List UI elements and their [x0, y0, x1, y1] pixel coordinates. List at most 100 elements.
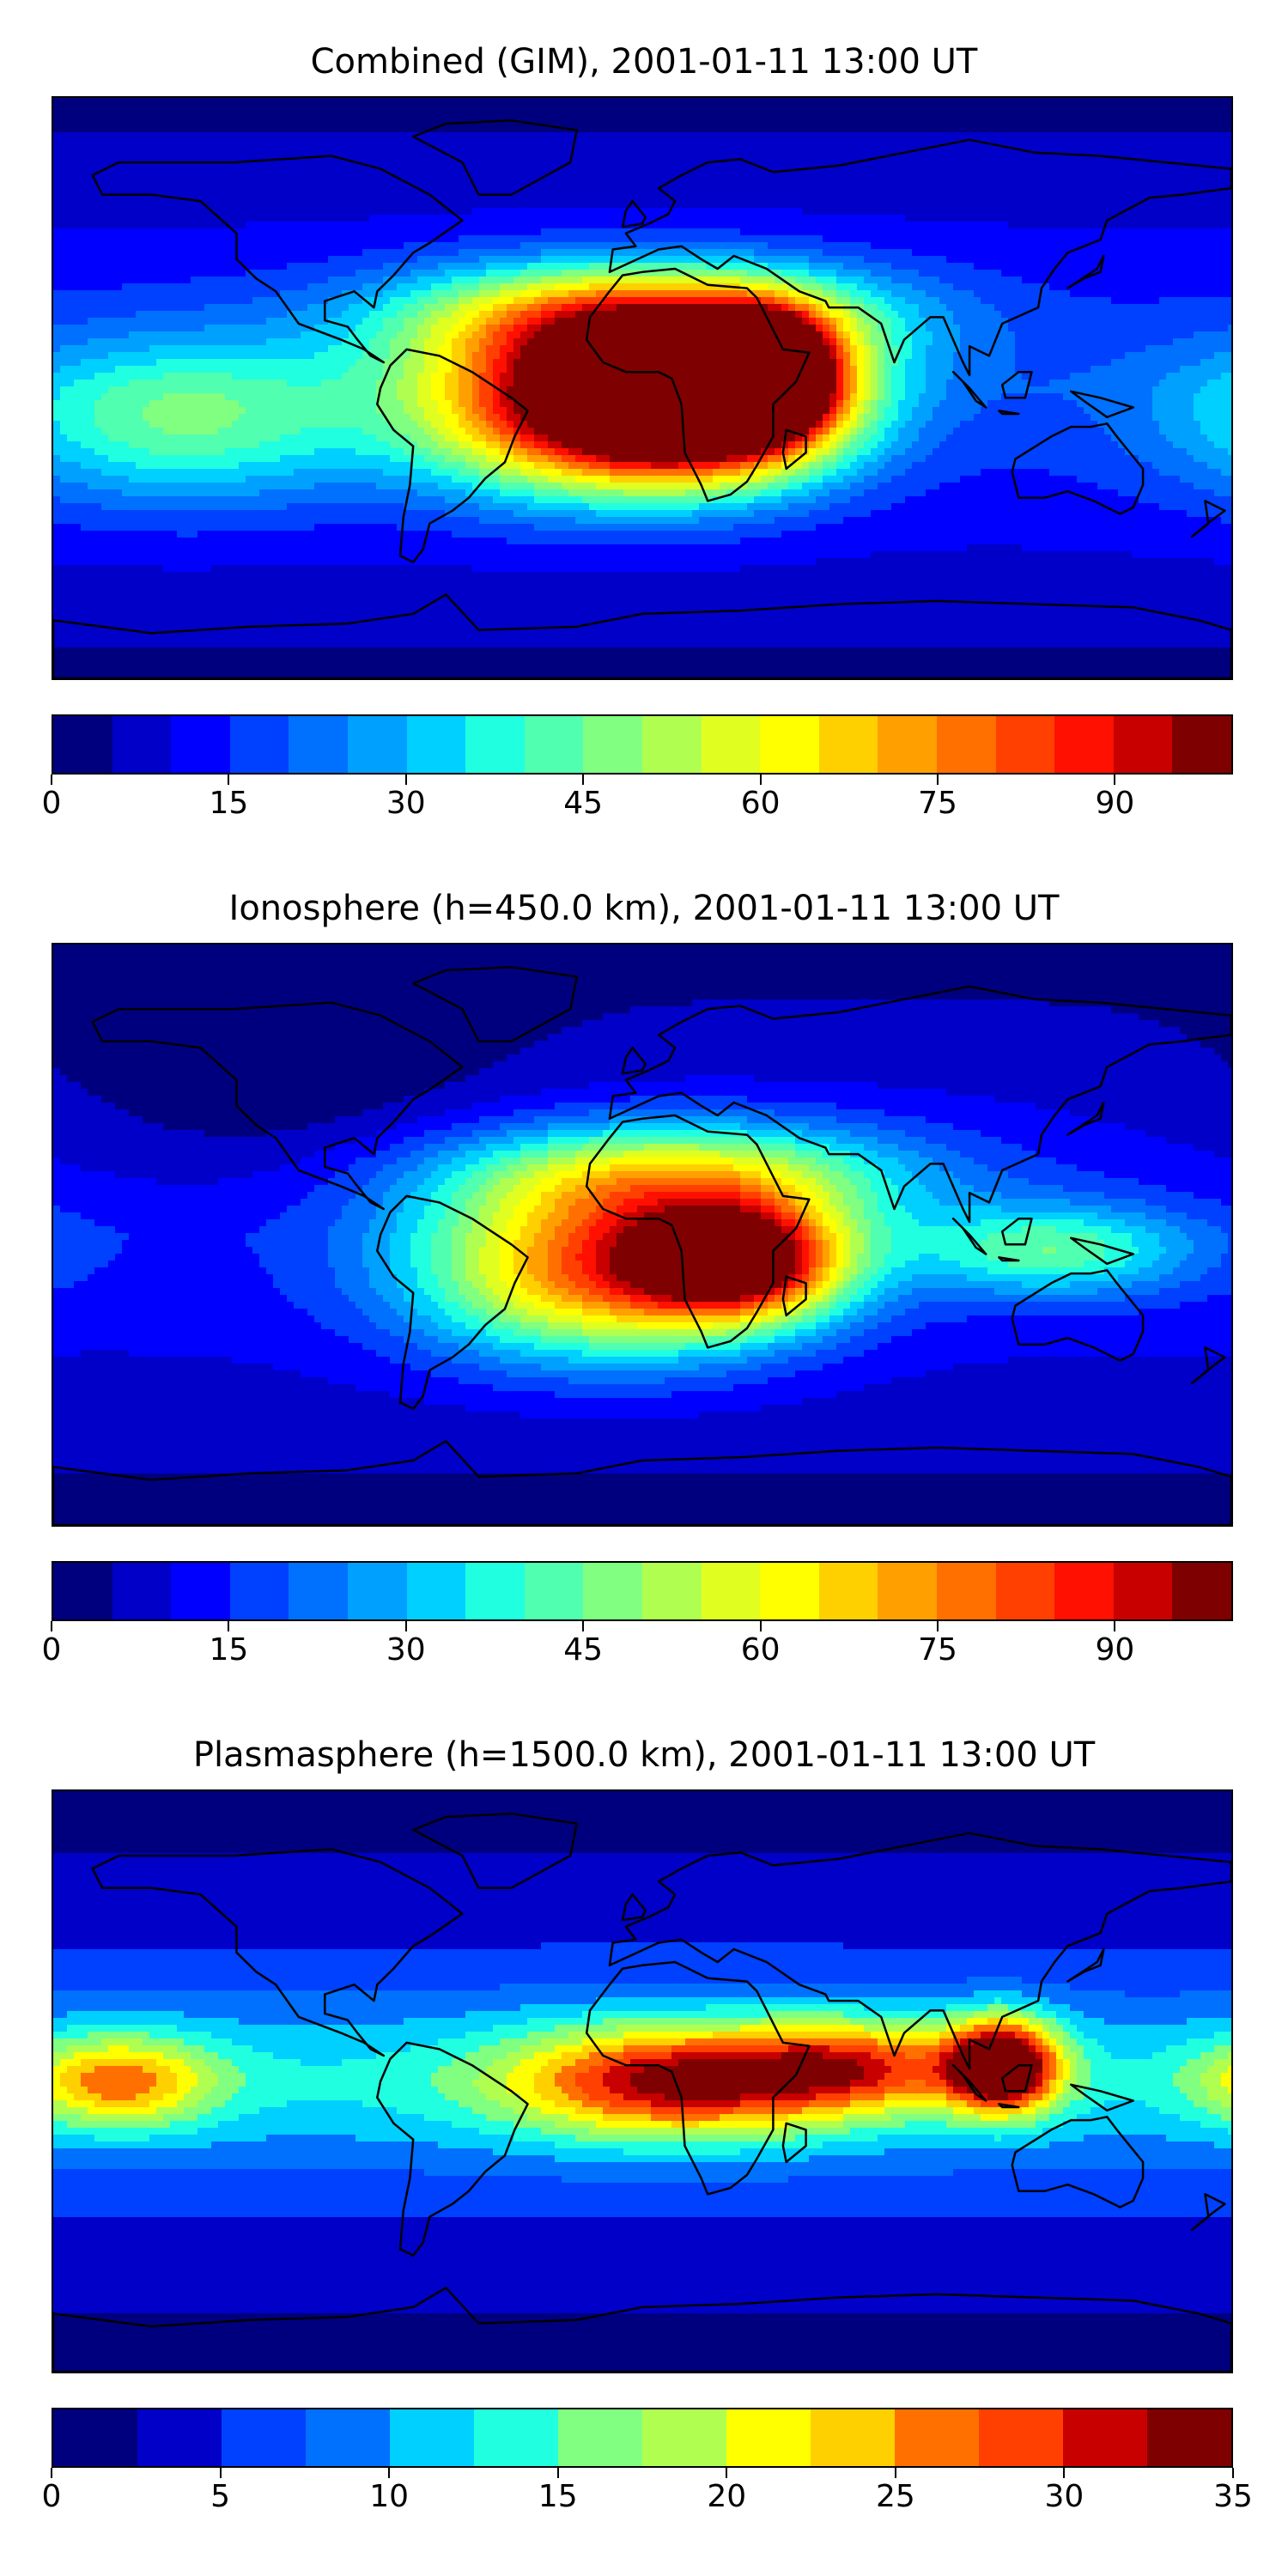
heatmap-cell — [259, 153, 267, 161]
heatmap-cell — [355, 125, 363, 133]
heatmap-cell — [534, 173, 542, 181]
heatmap-cell — [596, 201, 604, 209]
heatmap-cell — [541, 201, 549, 209]
heatmap-cell — [184, 276, 191, 284]
heatmap-cell — [809, 118, 817, 126]
heatmap-cell — [1187, 242, 1194, 250]
heatmap-cell — [266, 194, 274, 202]
heatmap-cell — [1049, 180, 1057, 188]
heatmap-cell — [280, 249, 288, 257]
heatmap-cell — [651, 235, 659, 243]
heatmap-cell — [823, 160, 830, 167]
heatmap-cell — [974, 180, 981, 188]
heatmap-cell — [733, 249, 741, 257]
heatmap-cell — [747, 187, 755, 195]
heatmap-cell — [1200, 270, 1208, 277]
heatmap-cell — [919, 160, 927, 167]
heatmap-cell — [369, 201, 377, 209]
heatmap-cell — [307, 270, 315, 277]
heatmap-cell — [438, 132, 446, 140]
heatmap-cell — [417, 139, 425, 147]
heatmap-cell — [1070, 270, 1078, 277]
heatmap-cell — [809, 98, 817, 106]
heatmap-cell — [836, 187, 844, 195]
heatmap-cell — [156, 132, 164, 140]
heatmap-cell — [603, 201, 611, 209]
heatmap-cell — [623, 215, 631, 222]
heatmap-cell — [623, 146, 631, 154]
heatmap-cell — [94, 125, 102, 133]
heatmap-cell — [1214, 132, 1222, 140]
heatmap-cell — [74, 215, 82, 222]
heatmap-cell — [857, 242, 865, 250]
heatmap-cell — [987, 235, 995, 243]
heatmap-cell — [884, 180, 892, 188]
heatmap-cell — [534, 125, 542, 133]
heatmap-cell — [733, 263, 741, 270]
heatmap-cell — [1084, 208, 1091, 216]
heatmap-cell — [843, 173, 851, 181]
heatmap-cell — [424, 283, 432, 291]
heatmap-cell — [115, 276, 123, 284]
heatmap-cell — [933, 242, 940, 250]
heatmap-cell — [555, 180, 562, 188]
heatmap-cell — [301, 215, 308, 222]
heatmap-cell — [720, 201, 727, 209]
heatmap-cell — [1228, 98, 1231, 106]
heatmap-cell — [259, 208, 267, 216]
heatmap-cell — [53, 283, 61, 291]
heatmap-cell — [637, 125, 645, 133]
heatmap-cell — [823, 256, 830, 264]
heatmap-cell — [191, 228, 198, 236]
heatmap-cell — [994, 194, 1002, 202]
heatmap-cell — [225, 242, 233, 250]
heatmap-cell — [177, 146, 185, 154]
heatmap-cell — [335, 112, 343, 119]
heatmap-cell — [733, 112, 741, 119]
heatmap-cell — [321, 228, 329, 236]
heatmap-cell — [520, 256, 528, 264]
heatmap-cell — [651, 249, 659, 257]
heatmap-cell — [788, 132, 796, 140]
heatmap-cell — [1173, 194, 1181, 202]
heatmap-cell — [658, 132, 665, 140]
heatmap-cell — [527, 139, 535, 147]
heatmap-cell — [369, 173, 377, 181]
heatmap-cell — [816, 290, 823, 298]
heatmap-cell — [197, 167, 205, 174]
heatmap-cell — [266, 215, 274, 222]
heatmap-cell — [644, 208, 652, 216]
heatmap-cell — [507, 125, 514, 133]
heatmap-cell — [445, 160, 453, 167]
heatmap-cell — [1042, 270, 1050, 277]
heatmap-cell — [974, 208, 981, 216]
heatmap-cell — [184, 112, 191, 119]
heatmap-cell — [404, 222, 411, 229]
heatmap-cell — [671, 173, 679, 181]
heatmap-cell — [761, 105, 769, 112]
heatmap-cell — [184, 173, 191, 181]
heatmap-cell — [1056, 201, 1064, 209]
heatmap-cell — [658, 160, 665, 167]
heatmap-cell — [1173, 228, 1181, 236]
heatmap-cell — [665, 180, 672, 188]
heatmap-cell — [1070, 242, 1078, 250]
heatmap-cell — [541, 290, 549, 298]
heatmap-cell — [630, 118, 638, 126]
heatmap-cell — [1022, 215, 1030, 222]
heatmap-cell — [1166, 112, 1174, 119]
heatmap-cell — [1228, 118, 1231, 126]
heatmap-cell — [424, 112, 432, 119]
heatmap-cell — [431, 187, 439, 195]
heatmap-cell — [397, 270, 404, 277]
heatmap-cell — [459, 215, 466, 222]
heatmap-cell — [568, 98, 576, 106]
heatmap-cell — [802, 194, 810, 202]
heatmap-cell — [328, 105, 336, 112]
heatmap-cell — [156, 242, 164, 250]
heatmap-cell — [273, 283, 281, 291]
heatmap-cell — [823, 125, 830, 133]
heatmap-cell — [94, 118, 102, 126]
heatmap-cell — [878, 167, 885, 174]
heatmap-cell — [651, 167, 659, 174]
